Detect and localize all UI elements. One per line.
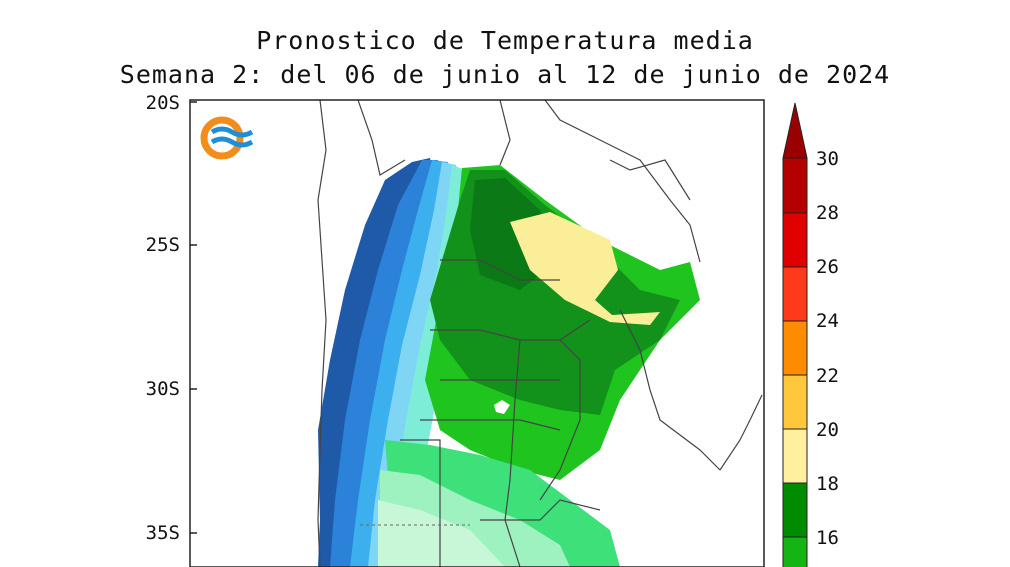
colorbar-label-28: 28	[816, 202, 839, 224]
colorbar	[782, 102, 808, 567]
lat-label-30s: 30S	[145, 378, 180, 400]
map-frame	[189, 99, 765, 567]
colorbar-label-24: 24	[816, 310, 839, 332]
map-area	[190, 100, 764, 567]
colorbar-swatch-22-20	[783, 375, 807, 429]
borders	[317, 100, 763, 567]
region-pale-yellow	[510, 212, 660, 325]
lat-label-20s: 20S	[145, 92, 180, 114]
colorbar-swatch-26-24	[783, 267, 807, 321]
colorbar-label-30: 30	[816, 148, 839, 170]
colorbar-swatch-18-16	[783, 483, 807, 537]
lat-label-35s: 35S	[145, 522, 180, 544]
colorbar-swatch-30-28	[783, 158, 807, 213]
colorbar-label-18: 18	[816, 473, 839, 495]
map-subtitle: Semana 2: del 06 de junio al 12 de junio…	[119, 60, 891, 89]
colorbar-label-26: 26	[816, 256, 839, 278]
region-pale-mint	[378, 500, 505, 567]
colorbar-swatch-16	[783, 537, 807, 567]
colorbar-arrow	[782, 102, 808, 159]
colorbar-label-20: 20	[816, 419, 839, 441]
ocean-wave-logo	[200, 116, 254, 160]
colorbar-swatch-28-26	[783, 213, 807, 267]
colorbar-swatch-20-18	[783, 429, 807, 483]
colorbar-label-22: 22	[816, 365, 839, 387]
lake	[494, 400, 510, 414]
lat-label-25s: 25S	[145, 234, 180, 256]
colorbar-label-16: 16	[816, 527, 839, 549]
lat-ticks	[190, 101, 197, 534]
map-title: Pronostico de Temperatura media	[256, 26, 754, 55]
colorbar-swatch-24-22	[783, 321, 807, 375]
